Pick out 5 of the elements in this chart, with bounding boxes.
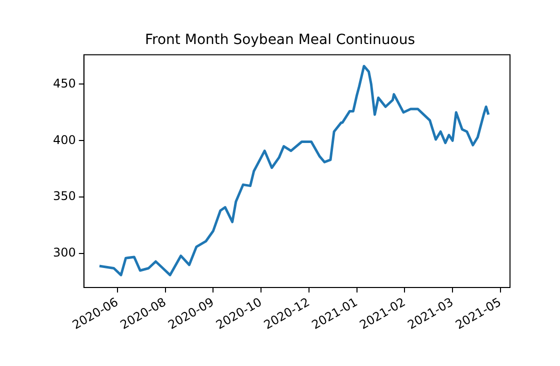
y-tick-label: 400: [53, 132, 76, 147]
y-tick-label: 450: [53, 76, 76, 90]
chart-title: Front Month Soybean Meal Continuous: [144, 32, 416, 48]
y-tick-label: 350: [53, 189, 76, 204]
y-tick-label: 300: [53, 246, 76, 260]
